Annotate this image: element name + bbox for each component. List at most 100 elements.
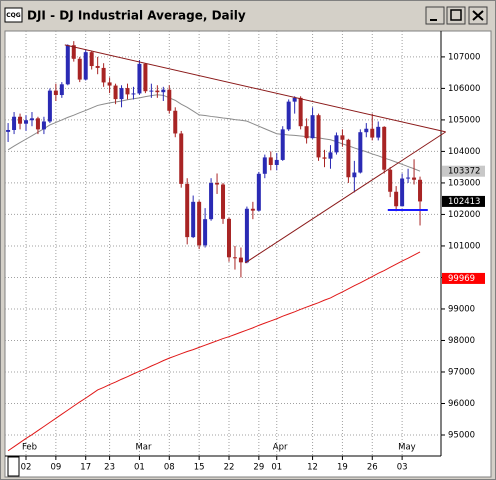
icon-text: CQG: [6, 12, 21, 19]
y-tick-label: 98000: [448, 336, 475, 346]
candle-body: [232, 257, 237, 259]
candle-body: [388, 169, 393, 192]
candle-body: [143, 63, 148, 92]
candle-body: [191, 201, 196, 238]
candle-body: [83, 52, 88, 80]
title-bar: [3, 3, 493, 29]
y-tick-label: 97000: [448, 367, 475, 377]
candle-body: [418, 179, 423, 202]
price-label: 102413: [448, 197, 480, 207]
y-tick-label: 106000: [448, 84, 480, 94]
candle-body: [179, 133, 184, 184]
x-tick-label: 17: [80, 463, 91, 473]
candle-body: [358, 132, 363, 173]
x-tick-label: 08: [164, 463, 175, 473]
price-label-box: [442, 272, 485, 284]
window-title: DJI - DJ Industrial Average, Daily: [27, 9, 246, 23]
candles: [6, 41, 423, 278]
candle-body: [221, 184, 226, 219]
candle-body: [29, 118, 34, 121]
trendlines: [64, 44, 446, 264]
y-tick-label: 99000: [448, 304, 475, 314]
candle-body: [65, 45, 70, 85]
x-tick-label: 01: [134, 463, 145, 473]
minimize-button[interactable]: [425, 6, 445, 25]
grid: [5, 31, 441, 456]
candle-body: [24, 120, 29, 124]
candle-body: [382, 126, 387, 170]
candle-body: [406, 177, 411, 179]
trendline: [64, 44, 446, 133]
candle-body: [256, 173, 261, 211]
candle-body: [95, 66, 100, 68]
candle-body: [226, 218, 231, 258]
close-button[interactable]: [468, 6, 488, 25]
candle-body: [262, 157, 267, 174]
candle-body: [35, 118, 40, 130]
maximize-button[interactable]: [446, 6, 466, 25]
candle-body: [376, 126, 381, 138]
candle-body: [292, 97, 297, 102]
candle-body: [47, 90, 52, 122]
y-tick-label: 104000: [448, 147, 480, 157]
month-label: Feb: [22, 443, 37, 453]
candle-body: [280, 129, 285, 160]
candle-body: [215, 182, 220, 185]
x-tick-label: 19: [337, 463, 348, 473]
x-tick-label: 09: [50, 463, 61, 473]
candle-body: [131, 93, 136, 95]
x-tick-label: 02: [21, 463, 32, 473]
y-tick-label: 105000: [448, 115, 480, 125]
window-icon: [4, 7, 23, 23]
candle-body: [77, 58, 82, 80]
candle-body: [298, 97, 303, 127]
candle-body: [340, 135, 345, 140]
candle-body: [209, 182, 214, 220]
y-tick-label: 107000: [448, 52, 480, 62]
candle-body: [101, 67, 106, 83]
candle-body: [274, 159, 279, 165]
candle-body: [149, 90, 154, 92]
price-label-box: [442, 195, 485, 207]
candle-body: [244, 208, 249, 263]
candle-body: [400, 178, 405, 207]
candle-body: [250, 208, 255, 211]
y-tick-label: 102000: [448, 210, 480, 220]
candle-body: [113, 85, 118, 100]
moving-average-line: [7, 251, 421, 452]
candle-body: [310, 115, 315, 139]
x-tick-label: 29: [253, 463, 264, 473]
candle-body: [316, 115, 321, 158]
candle-body: [125, 88, 130, 95]
x-tick-label: 23: [104, 463, 115, 473]
axes: 9500096000970009800099000100000101000102…: [21, 52, 485, 473]
candle-body: [59, 84, 64, 96]
y-tick-label: 103000: [448, 178, 480, 188]
trendline: [244, 131, 446, 264]
candle-body: [89, 52, 94, 67]
candle-body: [185, 183, 190, 238]
corner-box[interactable]: [7, 456, 20, 477]
candle-body: [322, 157, 327, 159]
candle-body: [352, 172, 357, 178]
candle-body: [286, 101, 291, 130]
candle-body: [394, 191, 399, 207]
maximize-icon: [450, 9, 462, 21]
candle-body: [107, 82, 112, 86]
candle-body: [53, 90, 58, 96]
price-label: 103372: [448, 167, 480, 177]
candle-body: [238, 257, 243, 263]
moving-average-line: [7, 94, 421, 172]
button-box[interactable]: [425, 6, 445, 25]
overlays: [7, 94, 421, 452]
candle-body: [71, 45, 76, 59]
candle-body: [203, 219, 208, 246]
candle-body: [268, 157, 273, 165]
x-tick-label: 26: [367, 463, 378, 473]
close-icon: [472, 10, 484, 21]
x-tick-label: 15: [194, 463, 205, 473]
x-tick-label: 03: [397, 463, 408, 473]
candle-body: [137, 63, 142, 94]
x-tick-label: 22: [224, 463, 235, 473]
